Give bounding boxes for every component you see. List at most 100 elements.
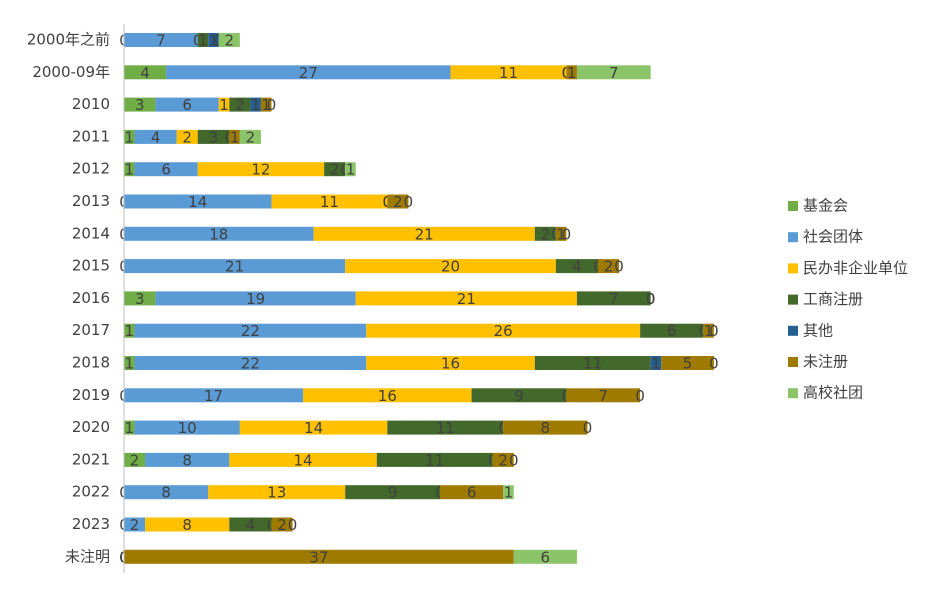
bar-segment <box>260 97 272 112</box>
data-label: 1 <box>556 225 566 243</box>
y-tick-label: 2019 <box>72 386 110 404</box>
bar-segment <box>124 549 514 564</box>
bar-segment <box>124 65 167 80</box>
bar-segment <box>239 420 388 435</box>
data-label: 0 <box>267 96 277 114</box>
bar-segment <box>440 485 504 500</box>
bar-segment <box>124 129 135 144</box>
bar-segment <box>566 65 577 80</box>
legend-swatch <box>788 294 798 305</box>
data-label: 0 <box>635 387 645 405</box>
data-label: 14 <box>188 193 207 211</box>
data-label: 2 <box>393 193 403 211</box>
y-tick-label: 2020 <box>72 418 110 436</box>
bar-segment <box>124 485 209 500</box>
bar-segment <box>313 226 535 241</box>
bar-segment <box>197 33 209 47</box>
bar-segment <box>387 194 409 209</box>
data-label: 11 <box>436 419 455 437</box>
bar-segment <box>366 356 535 370</box>
data-label: 1 <box>198 32 208 50</box>
bar-segment <box>134 162 198 177</box>
data-label: 1 <box>230 128 240 146</box>
y-tick-label: 2012 <box>72 160 110 178</box>
legend-label: 基金会 <box>803 197 848 215</box>
bar-segment <box>134 323 367 338</box>
data-label: 0 <box>709 322 719 340</box>
bar-segment <box>229 129 240 144</box>
bar-segment <box>124 226 314 241</box>
bar-segment <box>134 129 177 144</box>
bar-segment <box>250 97 261 112</box>
data-label: 13 <box>267 484 286 502</box>
data-label: 8 <box>182 516 192 534</box>
data-label: 9 <box>514 387 524 405</box>
bar-segment <box>576 65 651 80</box>
bar-segment <box>124 259 346 274</box>
data-label: 2 <box>182 128 192 146</box>
y-tick-label: 2023 <box>72 515 110 533</box>
y-tick-label: 2018 <box>72 354 110 372</box>
data-label: 0 <box>646 290 656 308</box>
bar-segment <box>503 420 588 435</box>
data-label: 18 <box>209 225 228 243</box>
bar-segment <box>598 259 620 274</box>
bar-segment <box>124 323 135 338</box>
data-label: 7 <box>609 64 619 82</box>
data-label: 27 <box>299 64 318 82</box>
data-label: 0 <box>509 451 519 469</box>
bar-segment <box>534 356 651 370</box>
bar-segment <box>503 485 514 500</box>
y-tick-label: 2013 <box>72 192 110 210</box>
legend-swatch <box>788 357 798 367</box>
bar-segment <box>555 226 567 241</box>
bar-segment <box>218 97 230 112</box>
legend-label: 社会团体 <box>803 228 863 246</box>
data-label: 21 <box>457 290 476 308</box>
data-label: 11 <box>320 193 339 211</box>
data-label: 2 <box>225 32 235 50</box>
legend-swatch <box>788 325 798 336</box>
bar-segment <box>345 485 440 500</box>
data-label: 2 <box>277 516 287 534</box>
bar-segment <box>124 356 135 370</box>
data-label: 0 <box>646 290 656 308</box>
bar-segment <box>450 65 567 80</box>
y-tick-label: 2000-09年 <box>32 63 110 81</box>
data-label: 12 <box>251 161 270 179</box>
bar-segment <box>271 194 388 209</box>
bar-segment <box>134 356 367 370</box>
data-label: 2 <box>604 258 614 276</box>
data-label: 2 <box>130 451 140 469</box>
bar-segment <box>513 549 577 564</box>
legend-label: 未注册 <box>803 353 848 371</box>
legend-swatch <box>788 232 798 243</box>
data-label: 0 <box>583 419 593 437</box>
data-label: 1 <box>346 161 356 179</box>
bar-segment <box>271 517 293 532</box>
data-label: 1 <box>124 161 134 179</box>
bar-segment <box>124 517 146 532</box>
data-label: 1 <box>124 419 134 437</box>
y-tick-label: 2015 <box>72 257 110 275</box>
data-label: 1 <box>251 96 261 114</box>
legend-swatch <box>788 388 798 399</box>
data-label: 1 <box>209 32 219 50</box>
bar-segment <box>566 388 641 403</box>
data-label: 6 <box>667 322 677 340</box>
bar-segment <box>124 291 156 306</box>
bar-segment <box>134 420 240 435</box>
bar-segment <box>303 388 472 403</box>
data-label: 11 <box>425 451 444 469</box>
data-label: 2 <box>541 225 551 243</box>
bar-segment <box>208 33 219 47</box>
data-label: 1 <box>124 355 134 373</box>
data-label: 4 <box>151 128 161 146</box>
data-label: 1 <box>261 96 271 114</box>
bar-segment <box>145 452 230 467</box>
bar-segment <box>555 259 598 274</box>
bar-segment <box>576 291 651 306</box>
data-label: 8 <box>541 419 551 437</box>
data-label: 1 <box>124 322 134 340</box>
legend-swatch <box>788 201 798 211</box>
